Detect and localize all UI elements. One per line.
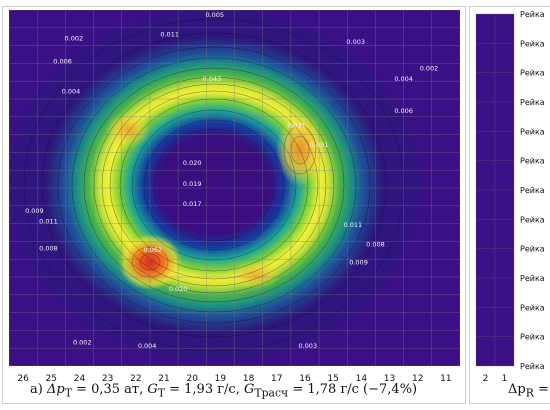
left-plot-frame [2, 6, 466, 404]
contour-label: 0.031 [310, 141, 329, 149]
row-label: Рейка [520, 215, 545, 224]
row-label: Рейка [520, 333, 545, 342]
contour-label: 0.011 [160, 31, 179, 39]
row-label: Рейка [520, 362, 545, 371]
contour-label: 0.041 [287, 121, 306, 129]
x-tick-label: 21 [158, 374, 169, 384]
contour-field: 0.005 0.011 0.002 0.006 0.004 0.003 0.002 0.004… [9, 10, 460, 366]
contour-label: 0.062 [143, 246, 162, 254]
x-tick-label: 16 [299, 374, 311, 384]
row-label: Рейка [520, 245, 545, 254]
chart-caption-right: ΔpR = [508, 382, 549, 400]
x-tick-label: 24 [74, 374, 86, 384]
contour-label: 0.005 [205, 11, 224, 19]
row-label: Рейка [520, 186, 545, 195]
contour-label: 0.043 [203, 75, 222, 83]
row-label: Рейка [520, 10, 545, 19]
right-x-tick-label: 2 [483, 374, 489, 384]
contour-label: 0.006 [53, 57, 72, 65]
contour-label: 0.009 [25, 207, 44, 215]
chart-caption-main: а) ΔpT = 0,35 ат, GT = 1,93 г/с, GTрасч … [30, 382, 418, 400]
x-tick-label: 13 [384, 374, 395, 384]
row-label: Рейка [520, 127, 545, 136]
row-label: Рейка [520, 69, 545, 78]
contour-label: 0.002 [420, 65, 439, 73]
right-colorbar [475, 13, 515, 367]
x-tick-label: 15 [327, 374, 338, 384]
x-tick-label: 25 [46, 374, 57, 384]
contour-label: 0.011 [39, 218, 58, 226]
x-tick-label: 26 [17, 374, 29, 384]
contour-label: 0.003 [298, 342, 317, 350]
contour-label: 0.002 [73, 339, 92, 347]
x-tick-label: 20 [186, 374, 198, 384]
x-tick-label: 19 [215, 374, 227, 384]
contour-label: 0.006 [394, 107, 413, 115]
x-tick-label: 17 [271, 374, 282, 384]
right-x-tick-label: 1 [502, 374, 508, 384]
contour-label: 0.008 [39, 244, 58, 252]
contour-label: 0.003 [346, 38, 365, 46]
x-tick-label: 11 [440, 374, 451, 384]
x-tick-label: 18 [243, 374, 255, 384]
contour-label: 0.004 [62, 88, 81, 96]
contour-label: 0.004 [138, 342, 157, 350]
contour-label: 0.011 [344, 221, 363, 229]
x-tick-label: 23 [102, 374, 113, 384]
contour-label: 0.004 [394, 75, 413, 83]
contour-label: 0.002 [65, 34, 84, 42]
row-label: Рейка [520, 98, 545, 107]
x-tick-label: 12 [412, 374, 423, 384]
contour-label: 0.008 [366, 241, 385, 249]
contour-label: 0.020 [183, 159, 202, 167]
contour-label: 0.020 [169, 285, 188, 293]
contour-label: 0.009 [349, 259, 368, 267]
row-label: Рейка [520, 157, 545, 166]
row-label: Рейка [520, 39, 545, 48]
contour-label: 0.017 [183, 200, 202, 208]
right-plot-frame [469, 6, 550, 404]
x-tick-label: 14 [356, 374, 368, 384]
contour-label: 0.019 [183, 180, 202, 188]
x-tick-label: 22 [130, 374, 141, 384]
row-label: Рейка [520, 303, 545, 312]
row-label: Рейка [520, 274, 545, 283]
